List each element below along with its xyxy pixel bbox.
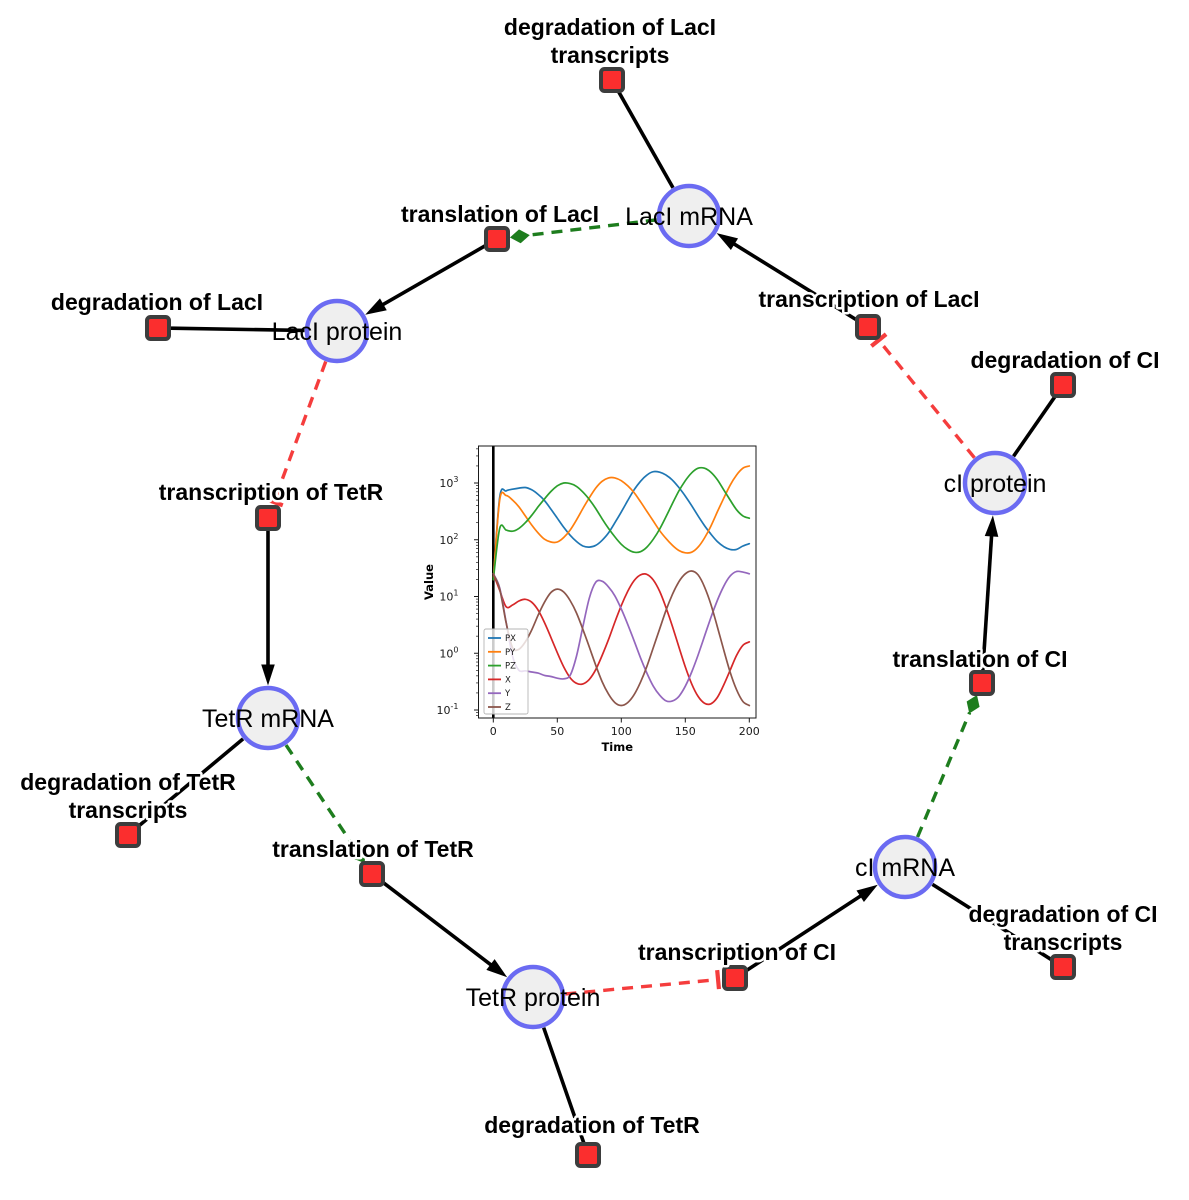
edge-ci-mrna-to-translation-of-ci [915,711,972,838]
reaction-label-degradation-of-tetr-transcripts: degradation of TetR [20,769,236,795]
edge-tetr-mrna-to-translation-of-tetr-diamond [353,846,366,864]
species-label-ci-mrna: cI mRNA [855,854,955,882]
reaction-label-degradation-of-ci-transcripts: degradation of CI [968,901,1157,927]
reaction-node-transcription-of-laci[interactable] [855,314,881,340]
reaction-label-translation-of-laci: translation of LacI [401,201,599,227]
series-PZ-line [492,466,751,581]
edge-ci-mrna-to-translation-of-ci-diamond [966,694,980,714]
reaction-node-degradation-of-tetr[interactable] [575,1142,601,1168]
reaction-label-degradation-of-tetr: degradation of TetR [484,1112,700,1138]
edge-ci-protein-to-degradation-of-ci [1012,394,1058,458]
legend-label-Z: Z [505,703,511,713]
edge-laci-mrna-to-degradation-of-laci-transcripts [616,90,675,189]
edge-translation-of-tetr-to-tetr-protein [381,880,496,969]
legend-label-PX: PX [505,634,516,644]
chart-x-tick-label: 0 [490,725,497,738]
reaction-node-transcription-of-ci[interactable] [722,965,748,991]
reaction-label-translation-of-ci: translation of CI [892,646,1067,672]
species-label-tetr-mrna: TetR mRNA [202,705,334,733]
series-PX-line [492,470,751,581]
chart-axes-frame [478,445,757,719]
edge-tetr-mrna-to-translation-of-tetr [284,744,356,849]
species-node-ci-mrna[interactable] [872,834,938,900]
chart-y-tick-label: 102 [439,532,458,547]
chart-x-tick-label: 200 [739,725,760,738]
chart-y-tick-label: 100 [439,645,458,660]
edge-ci-protein-to-transcription-of-laci [877,339,976,459]
reaction-label-degradation-of-laci-transcripts: degradation of LacI [504,14,716,40]
reaction-label-transcription-of-laci: transcription of LacI [758,286,979,312]
reaction-node-degradation-of-laci-transcripts[interactable] [599,67,625,93]
reaction-label-degradation-of-laci-transcripts: transcripts [551,42,670,68]
edge-translation-of-ci-to-ci-protein [981,531,994,671]
series-PY-line [492,465,751,581]
legend-label-Y: Y [504,689,511,699]
legend-label-X: X [505,675,511,685]
species-node-laci-protein[interactable] [304,298,370,364]
species-node-tetr-mrna[interactable] [235,685,301,751]
chart-x-tick-label: 100 [611,725,632,738]
legend-label-PY: PY [505,648,516,658]
reaction-node-degradation-of-ci[interactable] [1050,372,1076,398]
species-node-laci-mrna[interactable] [656,183,722,249]
chart-y-tick-label: 103 [439,475,458,490]
species-node-tetr-protein[interactable] [500,964,566,1030]
species-label-ci-protein: cI protein [944,470,1047,498]
edge-ci-mrna-to-degradation-of-ci-transcripts [931,882,1053,962]
edge-transcription-of-laci-to-laci-mrna [729,240,858,322]
edge-translation-of-laci-to-laci-protein [378,243,487,309]
reaction-label-degradation-of-ci: degradation of CI [970,347,1159,373]
chart-y-tick-label: 10-1 [437,702,459,717]
chart-legend: PX PY PZ XYZ [483,628,529,715]
reaction-label-degradation-of-laci: degradation of LacI [51,289,263,315]
reaction-label-transcription-of-ci: transcription of CI [638,939,836,965]
edge-tetr-protein-to-transcription-of-ci-tbar [715,969,722,990]
reaction-label-translation-of-tetr: translation of TetR [272,836,474,862]
edge-laci-mrna-to-translation-of-laci-diamond [509,229,530,244]
edge-translation-of-ci-to-ci-protein-arrowhead [984,515,999,537]
edge-translation-of-laci-to-laci-protein-arrowhead [365,298,387,315]
edge-tetr-protein-to-transcription-of-ci [565,977,719,996]
edge-transcription-of-tetr-to-tetr-mrna-arrowhead [261,664,275,686]
reaction-node-translation-of-ci[interactable] [969,670,995,696]
reaction-label-degradation-of-tetr-transcripts: transcripts [69,797,188,823]
reaction-node-translation-of-tetr[interactable] [359,861,385,887]
chart-x-tick-label: 50 [550,725,564,738]
reaction-label-transcription-of-tetr: transcription of TetR [159,479,384,505]
edge-laci-mrna-to-translation-of-laci [528,218,657,237]
edge-laci-protein-to-degradation-of-laci [170,326,305,333]
series-Y-line [492,570,751,703]
reaction-node-degradation-of-tetr-transcripts[interactable] [115,822,141,848]
edge-transcription-of-ci-to-ci-mrna-arrowhead [856,884,878,902]
species-label-laci-mrna: LacI mRNA [625,203,753,231]
reaction-node-transcription-of-tetr[interactable] [255,505,281,531]
legend-label-PZ: PZ [505,662,516,672]
edge-ci-protein-to-transcription-of-laci-tbar [870,332,888,348]
edge-tetr-mrna-to-degradation-of-tetr-transcripts [136,737,245,829]
edge-tetr-protein-to-degradation-of-tetr [541,1027,586,1144]
species-label-laci-protein: LacI protein [272,318,403,346]
edge-laci-protein-to-transcription-of-tetr [272,360,328,503]
edge-laci-protein-to-transcription-of-tetr-tbar [264,496,284,508]
series-X-line [492,572,751,706]
chart-y-axis-label: Value [424,564,436,600]
reaction-node-degradation-of-laci[interactable] [145,315,171,341]
series-Z-line [492,570,751,707]
edge-transcription-of-ci-to-ci-mrna [744,892,866,973]
species-label-tetr-protein: TetR protein [466,984,601,1012]
chart-x-axis-label: Time [601,740,633,754]
reaction-node-translation-of-laci[interactable] [484,226,510,252]
chart-y-tick-label: 101 [439,589,458,604]
chart-x-tick-label: 150 [675,725,696,738]
inset-chart: 0 50 100 150 20010-1100101102103TimeValuePXP… [424,445,760,754]
reaction-node-degradation-of-ci-transcripts[interactable] [1050,954,1076,980]
edge-transcription-of-laci-to-laci-mrna-arrowhead [716,233,739,250]
edge-translation-of-tetr-to-tetr-protein-arrowhead [486,959,508,978]
species-node-ci-protein[interactable] [962,450,1028,516]
reaction-label-degradation-of-ci-transcripts: transcripts [1004,929,1123,955]
